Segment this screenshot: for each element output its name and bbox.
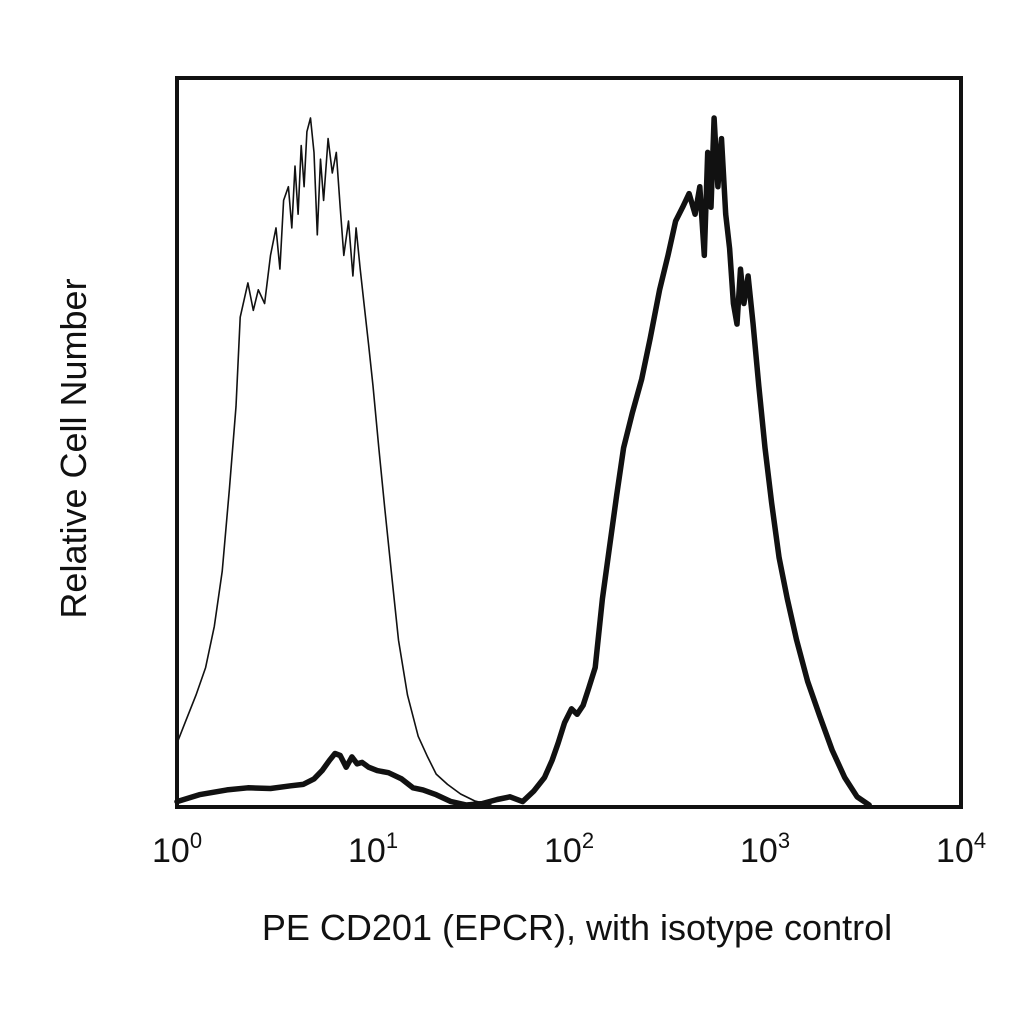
y-axis-title: Relative Cell Number [53,278,94,618]
plot-frame [175,76,963,809]
x-axis-title: PE CD201 (EPCR), with isotype control [262,907,892,948]
x-tick-label: 104 [936,828,986,870]
x-axis-ticks: 100 101 102 103 104 [152,828,986,870]
series-layer [174,115,872,808]
x-tick-label: 101 [348,828,398,870]
x-tick-label: 102 [544,828,594,870]
x-tick-label: 103 [740,828,790,870]
x-tick-label: 100 [152,828,202,870]
histogram-curve-stained [174,115,872,808]
histogram-curve-isotype [176,117,492,806]
